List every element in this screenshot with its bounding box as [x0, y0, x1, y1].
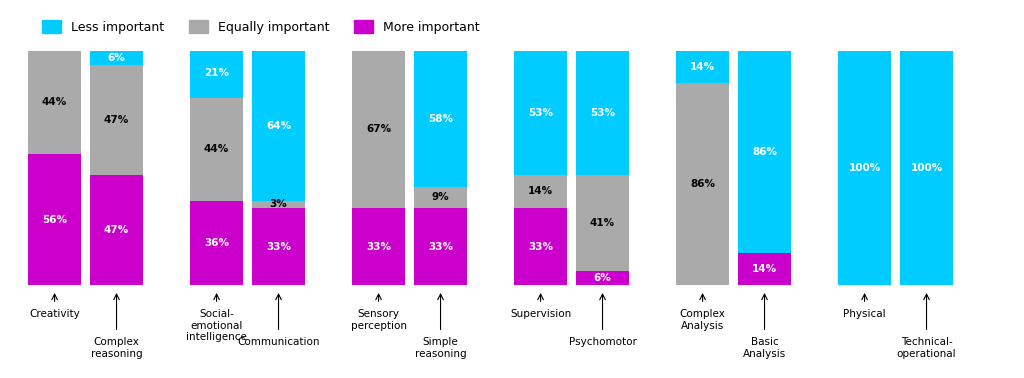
Bar [900, 51, 952, 285]
Text: 14%: 14% [690, 62, 715, 72]
Text: 58%: 58% [428, 114, 453, 124]
Text: 53%: 53% [590, 108, 615, 118]
Bar [415, 208, 467, 285]
Text: Supervision: Supervision [510, 309, 571, 319]
Text: Communication: Communication [238, 337, 319, 347]
Bar [252, 208, 305, 285]
Text: 9%: 9% [432, 192, 450, 202]
Bar [90, 175, 142, 285]
Bar [252, 51, 305, 201]
Text: 41%: 41% [590, 218, 615, 228]
Text: 53%: 53% [528, 108, 553, 118]
Text: 6%: 6% [594, 273, 611, 284]
Text: Complex
Analysis: Complex Analysis [680, 309, 726, 330]
Text: 67%: 67% [366, 124, 391, 134]
Text: Social-
emotional
intelligence: Social- emotional intelligence [186, 309, 247, 342]
Bar [514, 175, 567, 208]
Bar [738, 253, 791, 285]
Bar [190, 98, 243, 201]
Text: Technical-
operational: Technical- operational [897, 337, 956, 359]
Text: 14%: 14% [528, 186, 553, 197]
Text: 100%: 100% [849, 163, 881, 173]
Bar [90, 51, 142, 65]
Text: 33%: 33% [367, 242, 391, 252]
Legend: Less important, Equally important, More important: Less important, Equally important, More … [37, 15, 484, 39]
Bar [677, 84, 729, 285]
Text: 47%: 47% [103, 115, 129, 125]
Bar [577, 51, 629, 175]
Text: 21%: 21% [204, 68, 229, 78]
Text: Complex
reasoning: Complex reasoning [91, 337, 142, 359]
Bar [29, 51, 81, 154]
Text: 33%: 33% [266, 242, 291, 252]
Text: Simple
reasoning: Simple reasoning [415, 337, 466, 359]
Bar [514, 208, 567, 285]
Text: 47%: 47% [103, 225, 129, 235]
Bar [738, 51, 791, 253]
Bar [577, 271, 629, 285]
Bar [677, 51, 729, 84]
Text: 6%: 6% [108, 53, 125, 63]
Text: 14%: 14% [752, 264, 777, 274]
Bar [29, 154, 81, 285]
Bar [514, 51, 567, 175]
Bar [352, 51, 404, 208]
Text: Physical: Physical [844, 309, 886, 319]
Bar [90, 65, 142, 175]
Text: 64%: 64% [266, 121, 291, 131]
Text: 33%: 33% [428, 242, 453, 252]
Bar [577, 175, 629, 271]
Bar [415, 187, 467, 208]
Bar [839, 51, 891, 285]
Text: 86%: 86% [752, 147, 777, 156]
Text: 100%: 100% [910, 163, 943, 173]
Text: Sensory
perception: Sensory perception [350, 309, 407, 330]
Text: Creativity: Creativity [30, 309, 80, 319]
Bar [252, 201, 305, 208]
Text: Psychomotor: Psychomotor [568, 337, 637, 347]
Text: 44%: 44% [42, 97, 68, 107]
Text: 33%: 33% [528, 242, 553, 252]
Bar [415, 51, 467, 187]
Bar [352, 208, 404, 285]
Text: 56%: 56% [42, 215, 68, 225]
Bar [190, 201, 243, 285]
Text: Basic
Analysis: Basic Analysis [742, 337, 786, 359]
Text: 36%: 36% [204, 238, 229, 248]
Text: 86%: 86% [690, 180, 715, 189]
Text: 3%: 3% [269, 200, 288, 209]
Text: 44%: 44% [204, 144, 229, 154]
Bar [190, 48, 243, 98]
